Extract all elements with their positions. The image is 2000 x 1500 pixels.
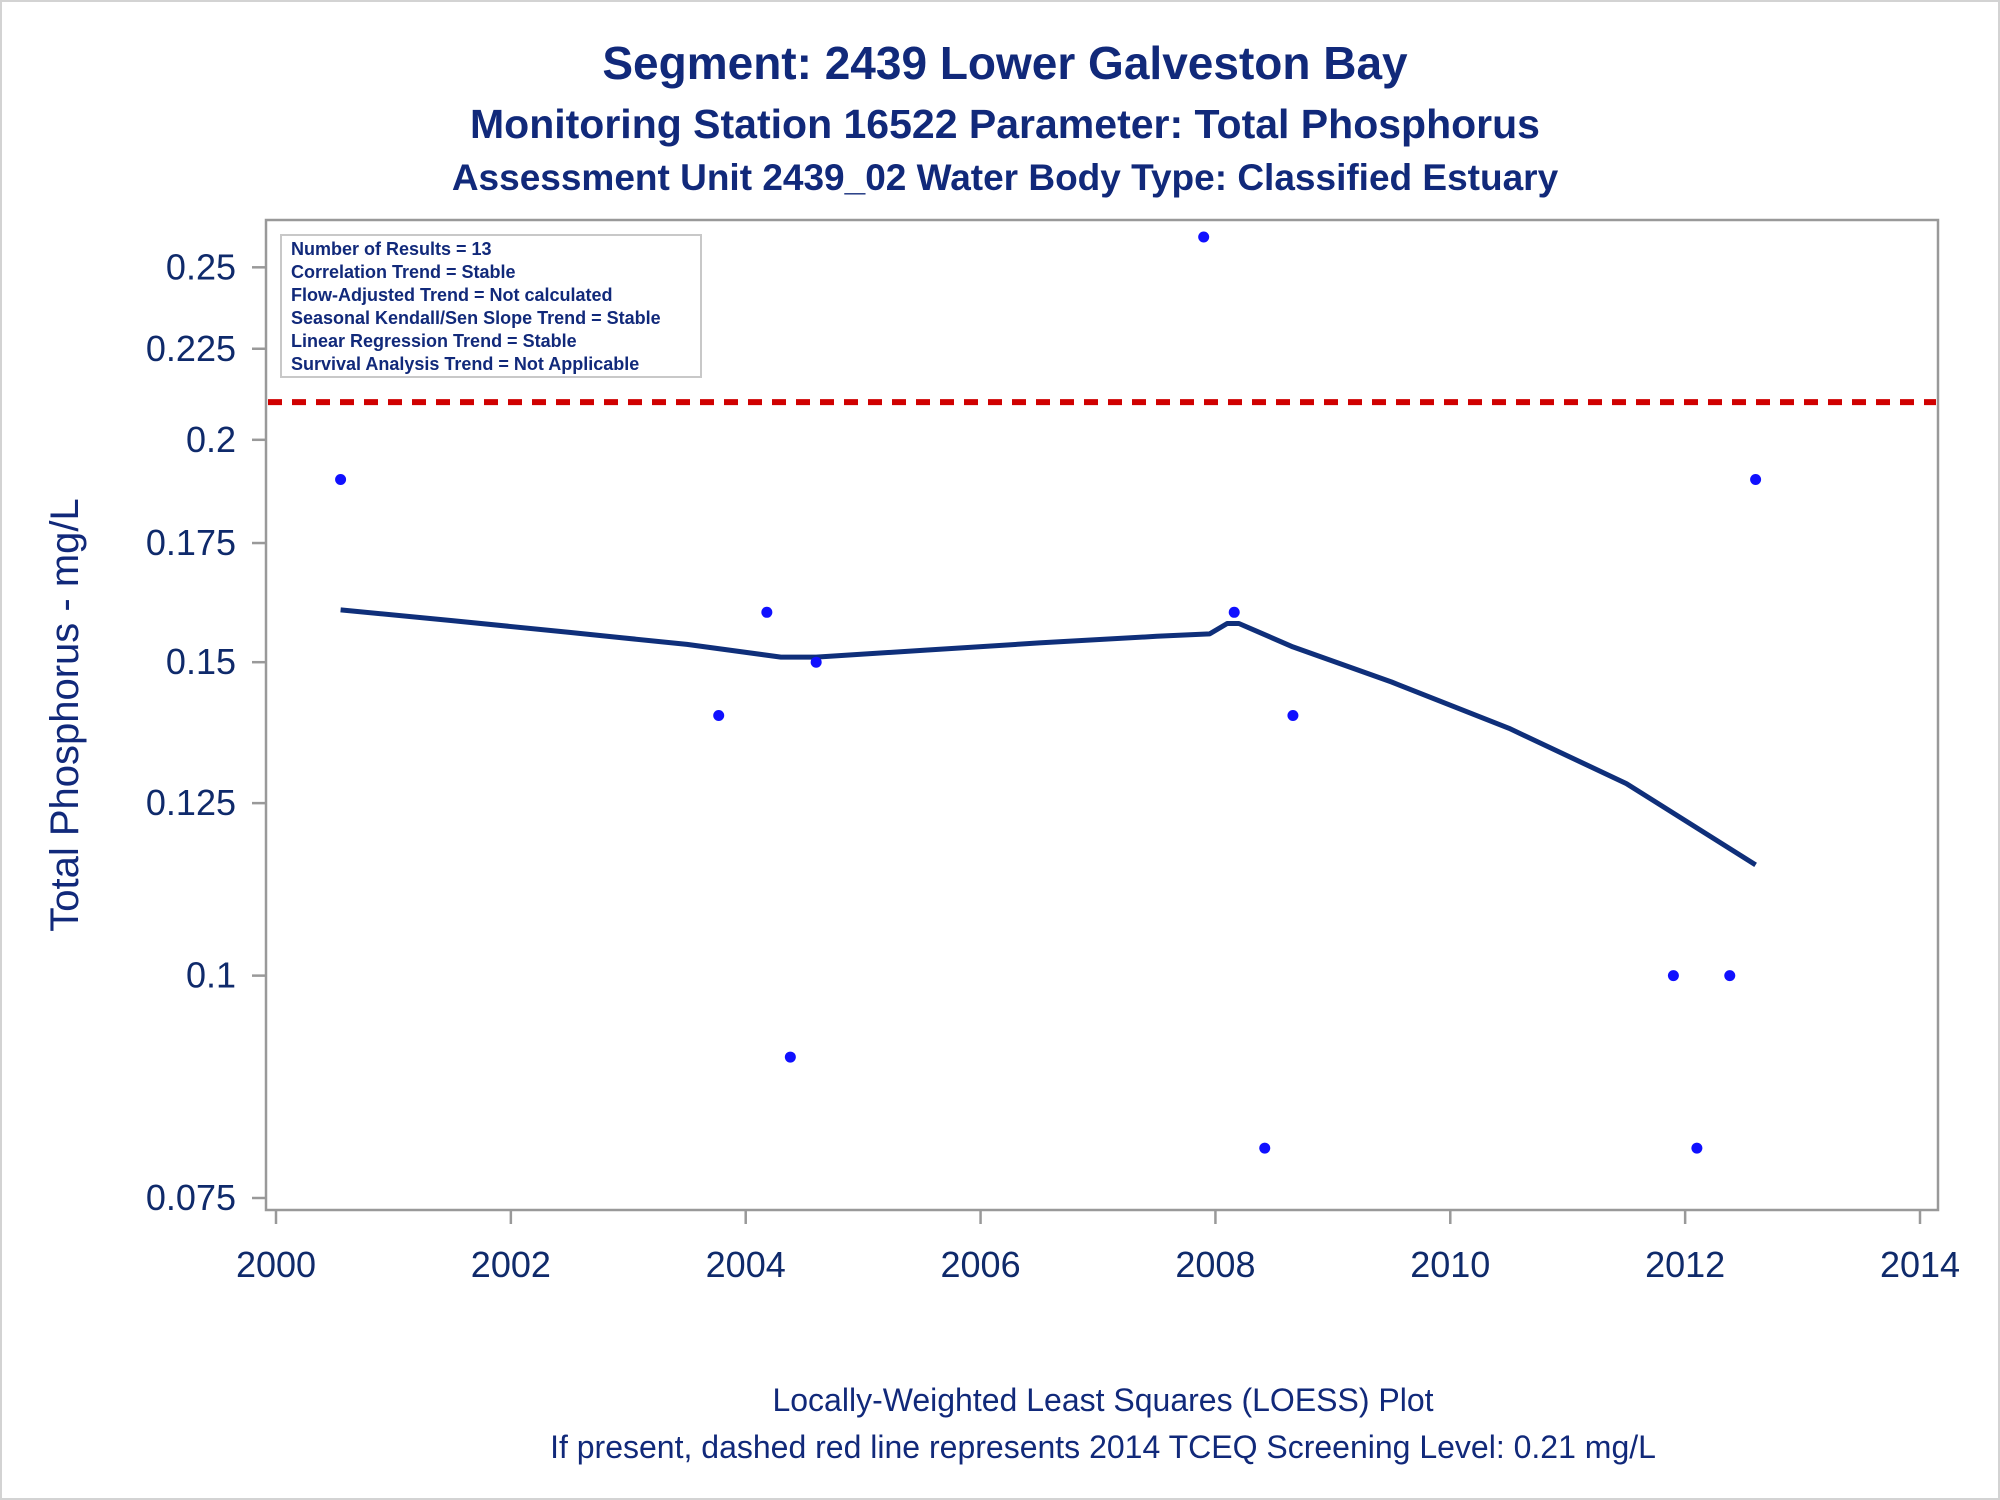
- info-box-line: Flow-Adjusted Trend = Not calculated: [291, 285, 613, 305]
- x-tick-label: 2004: [706, 1244, 786, 1285]
- y-tick-label: 0.175: [146, 522, 236, 563]
- x-tick-label: 2006: [941, 1244, 1021, 1285]
- y-tick-label: 0.15: [166, 641, 236, 682]
- x-tick-label: 2014: [1880, 1244, 1960, 1285]
- x-tick-label: 2002: [471, 1244, 551, 1285]
- x-tick-label: 2012: [1645, 1244, 1725, 1285]
- data-point: [713, 710, 725, 722]
- footnote-loess: Locally-Weighted Least Squares (LOESS) P…: [772, 1382, 1433, 1418]
- data-point: [335, 473, 347, 485]
- data-point: [1691, 1142, 1703, 1154]
- data-point: [1667, 970, 1679, 982]
- x-tick-label: 2008: [1175, 1244, 1255, 1285]
- info-box: Number of Results = 13 Correlation Trend …: [280, 234, 702, 378]
- y-tick-label: 0.1: [186, 955, 236, 996]
- data-point: [810, 656, 822, 668]
- x-axis: 2000 2002 2004 2006 2008 2010 2012 2014: [236, 1210, 1960, 1285]
- y-tick-label: 0.125: [146, 782, 236, 823]
- info-box-line: Survival Analysis Trend = Not Applicable: [291, 354, 639, 374]
- info-box-lines: Number of Results = 13 Correlation Trend …: [291, 239, 661, 374]
- info-box-frame: [280, 234, 702, 378]
- y-axis-label: Total Phosphorus - mg/L: [43, 498, 87, 932]
- y-tick-label: 0.25: [166, 246, 236, 287]
- data-point: [1287, 710, 1299, 722]
- chart-title: Segment: 2439 Lower Galveston Bay: [602, 37, 1408, 89]
- data-point: [1724, 970, 1736, 982]
- chart-subtitle-assessment: Assessment Unit 2439_02 Water Body Type:…: [452, 157, 1559, 198]
- y-tick-label: 0.225: [146, 328, 236, 369]
- loess-curve: [340, 607, 1757, 868]
- info-box-line: Correlation Trend = Stable: [291, 262, 516, 282]
- info-box-line: Number of Results = 13: [291, 239, 492, 259]
- y-axis: 0.075 0.1 0.125 0.15 0.175 0.2 0.225 0.25: [146, 246, 266, 1218]
- x-tick-label: 2010: [1410, 1244, 1490, 1285]
- y-tick-label: 0.075: [146, 1177, 236, 1218]
- data-point: [761, 606, 773, 618]
- x-tick-label: 2000: [236, 1244, 316, 1285]
- data-point: [1750, 473, 1762, 485]
- chart-subtitle-station: Monitoring Station 16522 Parameter: Tota…: [470, 101, 1540, 147]
- plot-area: [264, 218, 1940, 1212]
- footnote-screening: If present, dashed red line represents 2…: [550, 1429, 1656, 1465]
- data-point: [784, 1051, 796, 1063]
- y-tick-label: 0.2: [186, 419, 236, 460]
- data-point: [1259, 1142, 1271, 1154]
- info-box-line: Linear Regression Trend = Stable: [291, 331, 577, 351]
- data-points: [335, 231, 1762, 1154]
- data-point: [1198, 231, 1210, 243]
- info-box-line: Seasonal Kendall/Sen Slope Trend = Stabl…: [291, 308, 661, 328]
- data-point: [1228, 606, 1240, 618]
